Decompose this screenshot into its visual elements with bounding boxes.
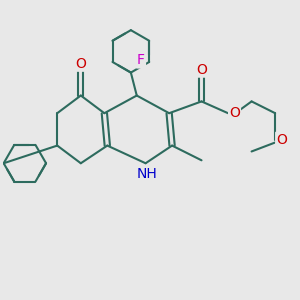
Text: F: F <box>137 53 145 68</box>
Text: O: O <box>75 57 86 71</box>
Text: O: O <box>229 106 240 120</box>
Text: O: O <box>276 133 287 147</box>
Text: NH: NH <box>137 167 158 181</box>
Text: O: O <box>196 63 207 76</box>
